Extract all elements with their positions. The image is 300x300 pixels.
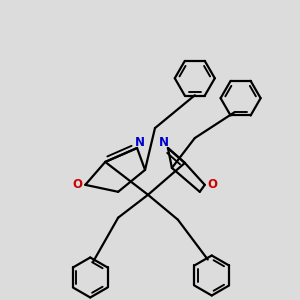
Text: N: N xyxy=(135,136,145,149)
Text: O: O xyxy=(73,178,83,191)
Text: N: N xyxy=(159,136,169,149)
Text: O: O xyxy=(207,178,217,191)
